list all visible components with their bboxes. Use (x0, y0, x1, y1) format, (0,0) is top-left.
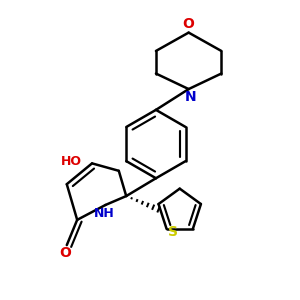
Text: O: O (183, 17, 195, 31)
Text: S: S (168, 225, 178, 239)
Text: HO: HO (61, 155, 82, 168)
Text: N: N (184, 90, 196, 104)
Text: NH: NH (94, 207, 114, 220)
Text: O: O (59, 246, 71, 260)
